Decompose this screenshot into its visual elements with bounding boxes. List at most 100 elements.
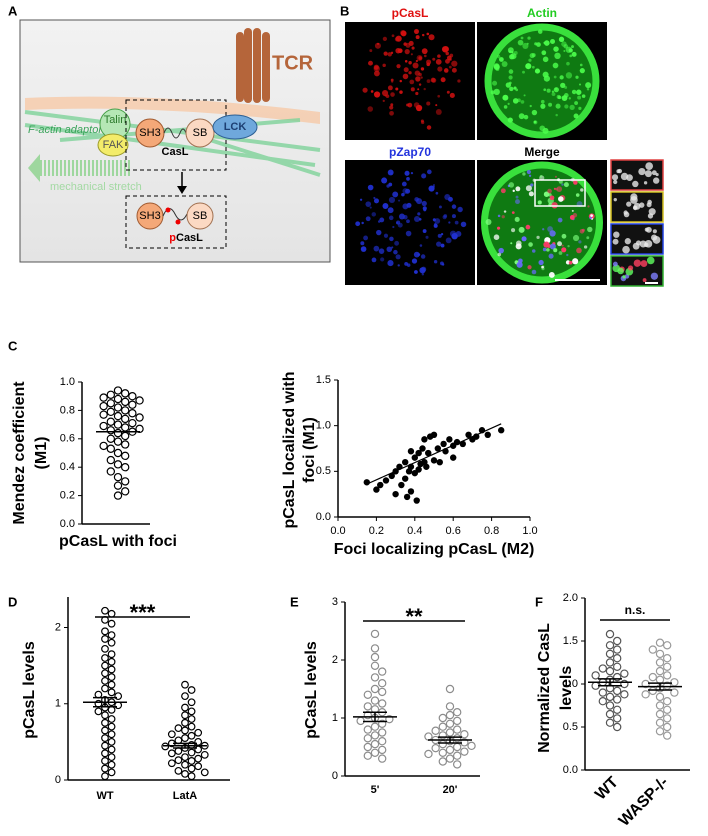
data-point: [419, 445, 426, 452]
data-point: [662, 654, 672, 663]
image-spot: [381, 177, 388, 184]
image-spot: [520, 36, 524, 40]
y-tick-label: 1.5: [316, 374, 331, 386]
data-point: [101, 734, 109, 742]
cell-ring: [481, 161, 603, 284]
image-spot: [448, 65, 452, 69]
y-tick-label: 2: [332, 654, 338, 666]
image-spot: [443, 68, 449, 73]
data-point: [120, 389, 130, 398]
image-spot: [500, 188, 506, 194]
data-point: [377, 481, 384, 489]
zoom-spot: [617, 267, 624, 275]
data-point: [438, 748, 448, 758]
zoom-spot: [645, 162, 654, 170]
data-point: [181, 718, 189, 727]
image-spot: [485, 219, 492, 225]
image-spot: [420, 76, 423, 79]
fak: [97, 133, 129, 157]
image-spot: [406, 177, 410, 181]
data-point: [370, 629, 380, 639]
data-point: [101, 684, 109, 693]
data-point: [377, 728, 387, 737]
data-point: [655, 727, 665, 736]
y-axis-label: levels: [558, 666, 575, 711]
data-point: [415, 449, 422, 457]
image-spot: [533, 120, 537, 124]
image-spot: [391, 34, 395, 38]
actin-fibers: [24, 110, 321, 177]
data-point: [120, 414, 130, 424]
data-point: [363, 751, 373, 760]
data-point: [407, 448, 415, 455]
image-spot: [509, 54, 515, 60]
image-spot: [583, 245, 588, 249]
data-point: [113, 403, 123, 412]
image-spot: [518, 113, 525, 120]
y-tick-label: 1.0: [563, 678, 578, 690]
data-point: [113, 420, 123, 429]
image-spot: [568, 97, 571, 100]
image-spot: [501, 61, 508, 68]
image-spot: [555, 113, 558, 117]
image-spot: [585, 82, 592, 89]
data-point: [445, 754, 455, 763]
image-spot: [552, 62, 559, 69]
sh3-label: SH3: [139, 127, 160, 139]
data-point: [106, 426, 116, 435]
image-spot: [414, 70, 421, 76]
x-tick-label: pCasL with foci: [59, 533, 177, 550]
data-point: [181, 726, 189, 735]
image-spot: [420, 119, 424, 123]
data-point: [181, 680, 189, 689]
image-spot: [557, 241, 562, 247]
image-spot: [397, 264, 400, 267]
data-point: [135, 413, 144, 422]
data-point: [107, 760, 116, 769]
panel-label: B: [340, 3, 349, 18]
data-point: [612, 714, 622, 723]
diagram: mechanical stretch TCR F-actin adaptors …: [19, 19, 331, 263]
image-spot: [423, 87, 426, 91]
image-spot: [564, 104, 569, 109]
image-spot: [510, 242, 513, 245]
image-spot: [430, 77, 436, 83]
image-spot: [493, 64, 500, 71]
data-point: [655, 649, 665, 659]
data-point: [377, 699, 387, 708]
image-spot: [398, 199, 401, 202]
image-spot: [536, 42, 541, 47]
image-spot: [360, 241, 365, 246]
image-spot: [501, 215, 505, 219]
image-spot: [410, 171, 414, 175]
image-spot: [546, 88, 551, 93]
image-spot: [421, 200, 427, 207]
image-spot: [460, 221, 467, 228]
image-spot: [561, 244, 564, 247]
zoom-spot: [655, 172, 659, 177]
image-spot: [373, 65, 381, 72]
significance-label: ***: [130, 600, 156, 625]
image-spot: [516, 261, 523, 268]
image-spot: [420, 254, 426, 259]
data-point: [120, 463, 130, 472]
sb: [185, 118, 215, 148]
image-spot: [390, 103, 394, 107]
image-spot: [569, 54, 573, 58]
zoom-spot: [633, 259, 642, 267]
image-spot: [528, 191, 534, 197]
data-point: [113, 386, 123, 395]
image-spot: [426, 101, 431, 106]
data-point: [445, 702, 455, 711]
image-spot: [382, 202, 389, 209]
image-spot: [421, 273, 425, 276]
data-point: [450, 454, 457, 461]
data-point: [101, 772, 109, 781]
tcr-shape: [236, 28, 270, 103]
data-point: [194, 754, 203, 763]
image-spot: [378, 248, 385, 254]
image-spot: [393, 249, 398, 255]
data-point: [174, 766, 183, 775]
image-spot: [571, 45, 574, 49]
data-point: [120, 477, 130, 486]
